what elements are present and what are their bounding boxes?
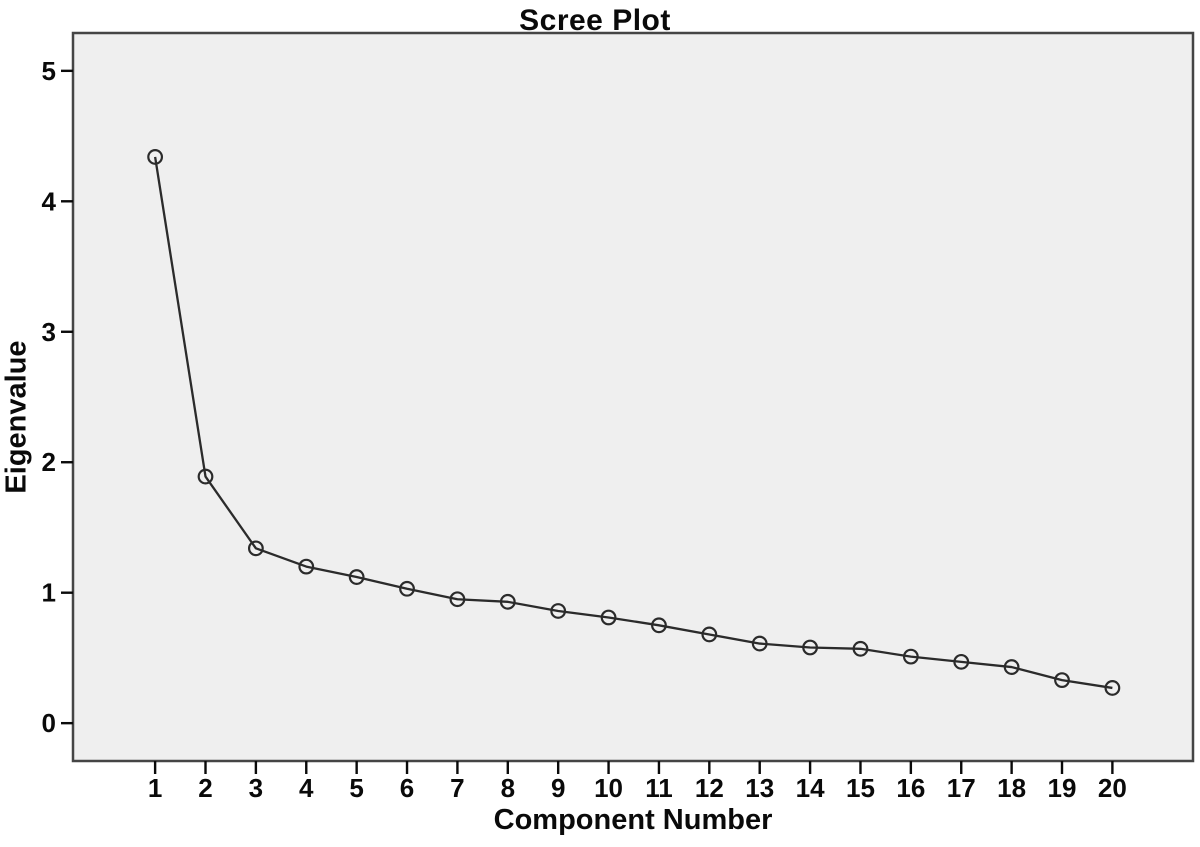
x-axis-ticks: 1 2 3 4 5 6 7 8 9 10 11 12 13 14 15 16 17 18 19 20 [148, 761, 1127, 803]
x-tick-label: 1 [148, 773, 162, 803]
x-tick-label: 12 [695, 773, 724, 803]
plot-area [71, 31, 1195, 763]
x-tick-label: 16 [896, 773, 925, 803]
data-point-marker [348, 569, 365, 585]
data-point-marker [701, 626, 718, 643]
data-point-marker [1054, 672, 1070, 689]
x-tick-label: 5 [349, 773, 363, 803]
x-tick-label: 4 [299, 773, 314, 803]
data-point-marker [247, 540, 264, 557]
y-axis-ticks: 0 1 2 3 4 5 [42, 56, 73, 738]
data-point-marker [197, 468, 214, 485]
data-point-marker [399, 580, 415, 597]
data-point-marker [651, 617, 667, 634]
data-point-marker [751, 635, 768, 652]
x-tick-label: 8 [501, 773, 515, 803]
data-point-marker [449, 591, 466, 608]
x-tick-label: 2 [198, 773, 212, 803]
x-axis-label: Component Number [493, 804, 773, 836]
data-point-marker [147, 149, 164, 165]
y-tick-label: 1 [42, 578, 56, 608]
x-tick-label: 17 [947, 773, 976, 803]
y-tick-label: 3 [42, 317, 56, 347]
data-point-marker [902, 648, 919, 665]
y-axis-label: Eigenvalue [0, 340, 33, 494]
data-point-marker [550, 603, 567, 619]
x-tick-label: 15 [846, 773, 875, 803]
data-point-markers [147, 149, 1121, 696]
data-point-marker [1104, 680, 1121, 696]
data-point-marker [802, 639, 818, 656]
x-tick-label: 19 [1048, 773, 1077, 803]
eigenvalue-line [153, 156, 1113, 690]
data-point-marker [1003, 659, 1020, 675]
x-tick-label: 18 [997, 773, 1026, 803]
data-point-marker [298, 558, 315, 575]
x-tick-label: 11 [645, 773, 673, 803]
y-tick-label: 0 [42, 708, 56, 738]
x-tick-label: 3 [249, 773, 263, 803]
x-tick-label: 6 [400, 773, 414, 803]
x-tick-label: 10 [594, 773, 623, 803]
x-tick-label: 13 [745, 773, 774, 803]
y-tick-label: 4 [42, 186, 57, 216]
chart-title: Scree Plot [519, 4, 671, 37]
x-tick-label: 20 [1098, 773, 1127, 803]
x-tick-label: 9 [551, 773, 565, 803]
y-tick-label: 5 [42, 56, 56, 86]
data-point-marker [852, 640, 869, 657]
data-point-marker [600, 609, 617, 626]
y-tick-label: 2 [42, 447, 56, 477]
x-tick-label: 14 [796, 773, 825, 803]
x-tick-label: 7 [450, 773, 464, 803]
data-point-marker [953, 653, 970, 670]
data-point-marker [499, 593, 516, 610]
